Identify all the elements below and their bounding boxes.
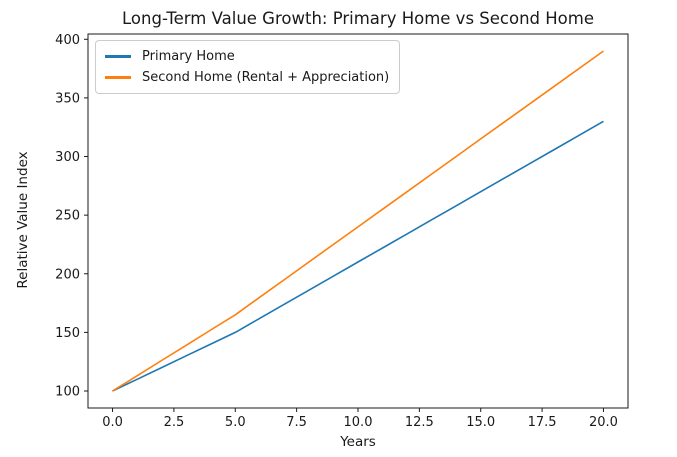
x-tick-label: 10.0 (344, 415, 373, 430)
chart-title: Long-Term Value Growth: Primary Home vs … (122, 9, 594, 28)
x-tick-label: 5.0 (225, 415, 246, 430)
x-tick-label: 2.5 (164, 415, 185, 430)
legend: Primary Home Second Home (Rental + Appre… (95, 40, 401, 94)
y-tick-label: 250 (55, 209, 80, 224)
y-tick-label: 350 (55, 91, 80, 106)
y-tick-label: 100 (55, 385, 80, 400)
series-line-1 (112, 50, 604, 392)
y-axis-label: Relative Value Index (15, 151, 31, 289)
legend-label-primary-home: Primary Home (142, 49, 235, 64)
legend-item-second-home: Second Home (Rental + Appreciation) (105, 67, 389, 88)
y-tick-label: 150 (55, 326, 80, 341)
y-tick-label: 300 (55, 150, 80, 165)
legend-line-swatch-primary-home (105, 55, 131, 58)
y-tick-label: 200 (55, 267, 80, 282)
x-tick-label: 15.0 (466, 415, 495, 430)
x-axis-label: Years (340, 434, 376, 450)
legend-item-primary-home: Primary Home (105, 46, 389, 67)
y-tick-label: 400 (55, 33, 80, 48)
x-tick-label: 12.5 (405, 415, 434, 430)
x-tick-label: 20.0 (589, 415, 618, 430)
legend-line-swatch-second-home (105, 76, 131, 79)
x-tick-label: 0.0 (102, 415, 123, 430)
series-line-0 (112, 120, 604, 392)
x-tick-label: 17.5 (528, 415, 557, 430)
legend-label-second-home: Second Home (Rental + Appreciation) (142, 70, 390, 85)
x-tick-label: 7.5 (286, 415, 307, 430)
